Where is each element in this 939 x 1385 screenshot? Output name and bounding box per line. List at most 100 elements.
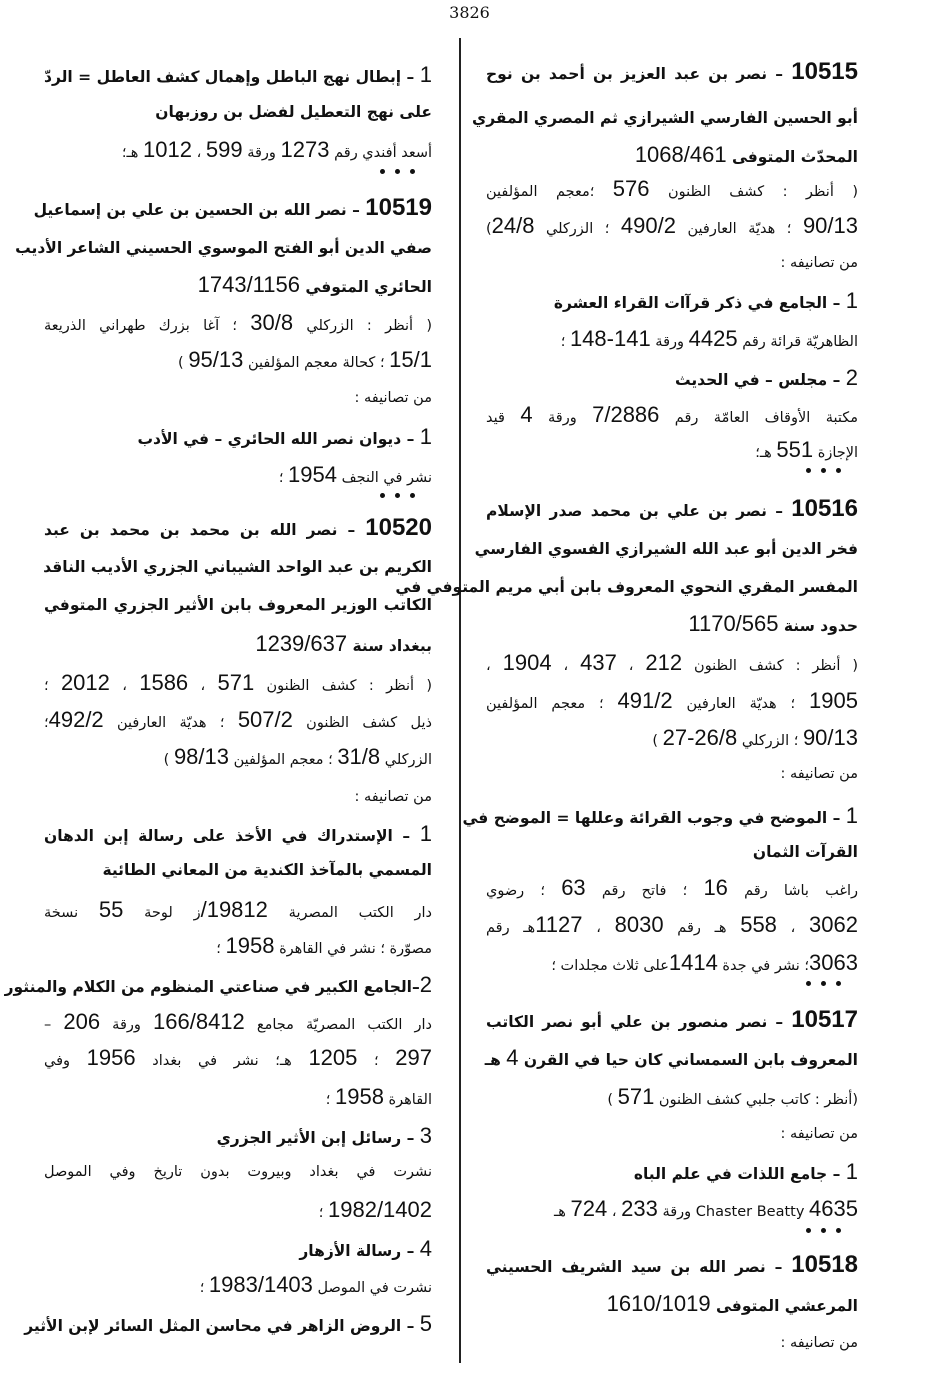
text-line: نشرت في بغداد وبيروت بدون تاريخ وفي المو…: [44, 1164, 432, 1180]
number: 1904: [502, 650, 552, 675]
entry-heading-line: 10516 – نصر بن علي بن محمد صدر الإسلام: [486, 495, 858, 522]
number: 571: [617, 1084, 655, 1109]
text-line: القاهرة 1958 ؛: [325, 1084, 432, 1109]
text-line: 1982/1402 ؛: [318, 1197, 432, 1222]
number: 90/13: [802, 725, 858, 750]
text-line: الإجازة 551 هـ؛: [755, 437, 858, 462]
text-line: 3062 ، 558 هـ رقم 8030 ، 1127هـ رقم: [486, 912, 858, 937]
entry-number: 10517: [791, 1006, 858, 1033]
entry-heading-line: 1 – ديوان نصر الله الحائري – في الأدب: [137, 424, 432, 449]
text-line: 297 ؛ 1205 هـ؛ نشر في بغداد 1956 وفي: [44, 1045, 432, 1070]
text-line: ذيل كشف الظنون 507/2 ؛ هديّة العارفين 49…: [44, 707, 432, 732]
number: 1239/637: [255, 631, 348, 656]
number: 24/8: [491, 213, 535, 238]
number: 1954: [288, 462, 337, 487]
number: 4635: [809, 1196, 858, 1221]
entry-heading-line: المسمي بالمآخذ الكندية من المعاني الطائي…: [102, 861, 432, 879]
text-line: من تصانيفه :: [780, 766, 858, 782]
text-line: 90/13 ؛ هديّة العارفين 490/2 ؛ الزركلي 2…: [486, 213, 858, 238]
number: 15/1: [389, 347, 432, 372]
number: 141-148: [569, 326, 651, 351]
entry-heading-line: 10519 – نصر الله بن الحسين بن علي بن إسم…: [33, 194, 432, 221]
number: 3062: [809, 912, 858, 937]
entry-heading-line: حدود سنة 1170/565: [688, 611, 858, 636]
number: 4: [520, 402, 533, 427]
entry-heading-line: المفسر المقري النحوي المعروف بابن أبي مر…: [395, 578, 858, 596]
number: 90/13: [802, 213, 858, 238]
number: 558: [740, 912, 777, 937]
number: 1610/1019: [606, 1291, 711, 1316]
text-line: 90/13 ؛ الزركلي 26/8-27 ): [652, 725, 858, 750]
text-line: 1905 ؛ هديّة العارفين 491/2 ؛ معجم المؤل…: [486, 688, 858, 713]
text-line: 4635 Chaster Beatty ورقة 233 ، 724 هـ: [554, 1196, 858, 1221]
number: 551: [776, 437, 814, 462]
number: 55: [98, 897, 124, 922]
text-line: من تصانيفه :: [780, 255, 858, 271]
entry-heading-line: 10517 – نصر منصور بن علي أبو نصر الكاتب: [486, 1006, 858, 1033]
entry-heading-line: 5 – الروض الزاهر في محاسن المثل السائر ل…: [24, 1311, 432, 1336]
number: 1273: [280, 137, 330, 162]
text-line: 15/1 ؛ كحالة معجم المؤلفين 95/13 ): [178, 347, 432, 372]
entry-heading-line: على نهج التعطيل لفضل بن روزبهان: [155, 103, 432, 121]
number: 4: [506, 1045, 519, 1070]
right-column: 10515 – نصر بن عبد العزيز بن أحمد بن نوح…: [395, 0, 859, 1385]
number: 95/13: [188, 347, 244, 372]
entry-heading-line: المرعشي المتوفى 1610/1019: [606, 1291, 858, 1316]
entry-heading-line: 10518 – نصر الله بن سيد الشريف الحسيني: [486, 1251, 858, 1278]
entry-heading-line: 2 – مجلس – في الحديث: [674, 365, 858, 390]
section-separator-dots: [806, 468, 856, 480]
entry-heading-line: 1 – الموضح في وجوب القرائة وعللها = المو…: [462, 803, 859, 828]
number: 98/13: [173, 744, 229, 769]
entry-heading-line: صفي الدين أبو الفتح الموسوي الحسيني الشا…: [15, 239, 432, 257]
number: 297: [395, 1045, 432, 1070]
entry-heading-line: القرآت الثمان: [752, 843, 858, 861]
number: 576: [612, 176, 650, 201]
number: 1958: [334, 1084, 384, 1109]
text-line: دار الكتب المصريّة مجامع 166/8412 ورقة 2…: [44, 1009, 433, 1034]
text-line: الظاهريّة قرائة رقم 4425 ورقة 141-148 ؛: [560, 326, 858, 351]
number: 1956: [86, 1045, 136, 1070]
number: 166/8412: [153, 1009, 245, 1034]
number: 16: [703, 875, 728, 900]
section-separator-dots: [380, 493, 430, 505]
entry-heading-line: 1 – الجامع في ذكر قرآات القراء العشرة: [553, 288, 858, 313]
text-line: الزركلي 31/8 ؛ معجم المؤلفين 98/13 ): [163, 744, 432, 769]
entry-heading-line: أبو الحسين الفارسي الشيرازي ثم المصري ال…: [471, 109, 858, 127]
number: 1: [419, 821, 432, 846]
number: 2012: [60, 670, 110, 695]
number: 1205: [308, 1045, 358, 1070]
text-line: من تصانيفه :: [354, 789, 432, 805]
entry-number: 10516: [791, 495, 858, 522]
text-line: من تصانيفه :: [780, 1126, 858, 1142]
number: 1: [419, 424, 432, 449]
entry-heading-line: ببغداد سنة 1239/637: [255, 631, 432, 656]
number: 4425: [688, 326, 738, 351]
text-line: ( أنظر : الزركلي 30/8 ؛ آغا بزرك طهراني …: [44, 310, 432, 335]
number: 3063: [809, 950, 858, 975]
number: 599: [205, 137, 243, 162]
text-line: ( أنظر : كشف الظنون 571 ، 1586 ، 2012 ؛: [44, 670, 433, 695]
entry-heading-line: 4 – رسالة الأزهار: [299, 1236, 432, 1261]
entry-heading-line: المعروف بابن السمساني كان حيا في القرن 4…: [484, 1045, 858, 1070]
text-line: ( أنظر : كشف الظنون 212 ، 437 ، 1904 ،: [486, 650, 858, 675]
number: 492/2: [48, 707, 104, 732]
entry-heading-line: الحائري المتوفي 1743/1156: [197, 272, 432, 297]
number: 31/8: [337, 744, 381, 769]
number: 1012: [143, 137, 192, 162]
text-line: نشر في النجف 1954 ؛: [278, 462, 432, 487]
entry-heading-line: 2–الجامع الكبير في صناعتي المنظوم من الك…: [4, 972, 432, 997]
section-separator-dots: [806, 981, 856, 993]
entry-number: 10519: [365, 194, 432, 221]
entry-heading-line: المحدّث المتوفى 1068/461: [634, 142, 858, 167]
entry-heading-line: 10515 – نصر بن عبد العزيز بن أحمد بن نوح: [486, 58, 858, 85]
number: 4: [419, 1236, 432, 1261]
number: 7/2886: [592, 402, 660, 427]
text-line: مكتبة الأوقاف العامّة رقم 7/2886 ورقة 4 …: [486, 402, 858, 427]
entry-heading-line: 3 – رسائل إبن الأثير الجزري: [216, 1123, 432, 1148]
page-number: 3826: [449, 3, 490, 22]
number: 571: [217, 670, 255, 695]
section-separator-dots: [806, 1228, 856, 1240]
number: 8030: [614, 912, 664, 937]
number: 3: [419, 1123, 432, 1148]
number: 1068/461: [634, 142, 727, 167]
